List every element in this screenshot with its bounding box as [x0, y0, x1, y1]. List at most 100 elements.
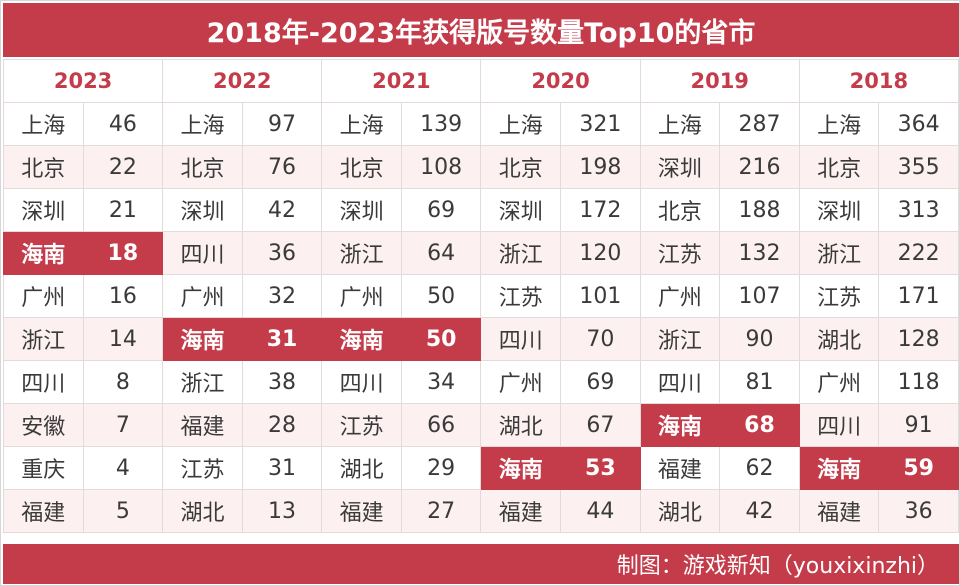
- table-row: 安徽 7 福建 28 江苏 66 湖北 67 海南 68 四川 91: [3, 403, 959, 447]
- highlighted-province-cell: 海南: [3, 231, 84, 275]
- count-cell: 76: [241, 145, 323, 189]
- year-header: 2020: [480, 59, 641, 103]
- count-cell: 46: [82, 102, 164, 146]
- count-cell: 21: [82, 188, 164, 232]
- count-cell: 42: [719, 489, 800, 533]
- count-cell: 16: [82, 274, 164, 318]
- count-cell: 287: [719, 102, 800, 146]
- count-cell: 4: [82, 446, 164, 490]
- count-cell: 5: [82, 489, 164, 533]
- province-cell: 四川: [798, 403, 880, 447]
- highlighted-count-cell: 50: [400, 317, 482, 361]
- table-row: 海南 18 四川 36 浙江 64 浙江 120 江苏 132 浙江 222: [3, 231, 959, 275]
- count-cell: 28: [241, 403, 323, 447]
- province-cell: 深圳: [321, 188, 402, 232]
- province-cell: 四川: [162, 231, 243, 275]
- count-cell: 81: [719, 360, 800, 404]
- count-cell: 222: [878, 231, 959, 275]
- province-cell: 北京: [3, 145, 84, 189]
- highlighted-count-cell: 59: [878, 446, 959, 490]
- year-header: 2018: [798, 59, 960, 103]
- table-row: 北京 22 北京 76 北京 108 北京 198 深圳 216 北京 355: [3, 145, 959, 189]
- count-cell: 36: [878, 489, 959, 533]
- province-cell: 江苏: [480, 274, 562, 318]
- province-cell: 四川: [321, 360, 402, 404]
- province-cell: 江苏: [162, 446, 243, 490]
- count-cell: 188: [719, 188, 800, 232]
- count-cell: 62: [719, 446, 800, 490]
- count-cell: 8: [82, 360, 164, 404]
- table-body: 上海 46 上海 97 上海 139 上海 321 上海 287 上海 364 北京 22 北京 76 北京 10…: [3, 102, 959, 533]
- province-cell: 四川: [639, 360, 721, 404]
- province-cell: 上海: [3, 102, 84, 146]
- province-cell: 上海: [162, 102, 243, 146]
- count-cell: 7: [82, 403, 164, 447]
- credit-bar: 制图：游戏新知（youxixinzhi）: [3, 544, 959, 584]
- table-row: 上海 46 上海 97 上海 139 上海 321 上海 287 上海 364: [3, 102, 959, 146]
- province-cell: 广州: [480, 360, 562, 404]
- province-cell: 上海: [798, 102, 880, 146]
- year-header: 2023: [2, 59, 164, 103]
- count-cell: 66: [400, 403, 482, 447]
- province-cell: 福建: [162, 403, 243, 447]
- highlighted-count-cell: 18: [82, 231, 164, 275]
- count-cell: 22: [82, 145, 164, 189]
- province-cell: 深圳: [639, 145, 721, 189]
- province-cell: 四川: [3, 360, 84, 404]
- count-cell: 364: [878, 102, 959, 146]
- count-cell: 139: [400, 102, 482, 146]
- province-cell: 湖北: [162, 489, 243, 533]
- province-cell: 深圳: [162, 188, 243, 232]
- table-row: 广州 16 广州 32 广州 50 江苏 101 广州 107 江苏 171: [3, 274, 959, 318]
- province-cell: 福建: [480, 489, 562, 533]
- count-cell: 70: [560, 317, 641, 361]
- province-cell: 北京: [321, 145, 402, 189]
- province-cell: 湖北: [480, 403, 562, 447]
- count-cell: 29: [400, 446, 482, 490]
- province-cell: 广州: [3, 274, 84, 318]
- count-cell: 34: [400, 360, 482, 404]
- count-cell: 172: [560, 188, 641, 232]
- count-cell: 13: [241, 489, 323, 533]
- year-header: 2021: [321, 59, 482, 103]
- province-cell: 广州: [798, 360, 880, 404]
- province-cell: 浙江: [480, 231, 562, 275]
- count-cell: 91: [878, 403, 959, 447]
- count-cell: 32: [241, 274, 323, 318]
- province-cell: 福建: [639, 446, 721, 490]
- count-cell: 321: [560, 102, 641, 146]
- province-cell: 浙江: [639, 317, 721, 361]
- count-cell: 31: [241, 446, 323, 490]
- province-cell: 深圳: [798, 188, 880, 232]
- count-cell: 27: [400, 489, 482, 533]
- province-cell: 浙江: [321, 231, 402, 275]
- count-cell: 50: [400, 274, 482, 318]
- province-cell: 上海: [321, 102, 402, 146]
- province-cell: 福建: [798, 489, 880, 533]
- province-cell: 浙江: [798, 231, 880, 275]
- province-cell: 北京: [798, 145, 880, 189]
- highlighted-province-cell: 海南: [798, 446, 880, 490]
- table-row: 浙江 14 海南 31 海南 50 四川 70 浙江 90 湖北 128: [3, 317, 959, 361]
- highlighted-count-cell: 53: [560, 446, 641, 490]
- data-table: 2023 2022 2021 2020 2019 2018 上海 46 上海 97 上海 139 上海…: [2, 59, 960, 533]
- year-header: 2022: [162, 59, 323, 103]
- year-header-row: 2023 2022 2021 2020 2019 2018: [2, 59, 960, 103]
- province-cell: 广州: [162, 274, 243, 318]
- count-cell: 171: [878, 274, 959, 318]
- count-cell: 38: [241, 360, 323, 404]
- province-cell: 福建: [3, 489, 84, 533]
- province-cell: 北京: [480, 145, 562, 189]
- province-cell: 江苏: [798, 274, 880, 318]
- highlighted-province-cell: 海南: [321, 317, 402, 361]
- highlighted-count-cell: 68: [719, 403, 800, 447]
- count-cell: 90: [719, 317, 800, 361]
- province-cell: 北京: [639, 188, 721, 232]
- count-cell: 42: [241, 188, 323, 232]
- province-cell: 深圳: [480, 188, 562, 232]
- count-cell: 101: [560, 274, 641, 318]
- count-cell: 69: [400, 188, 482, 232]
- count-cell: 69: [560, 360, 641, 404]
- highlighted-province-cell: 海南: [639, 403, 721, 447]
- credit-text: 制图：游戏新知（youxixinzhi）: [616, 554, 939, 579]
